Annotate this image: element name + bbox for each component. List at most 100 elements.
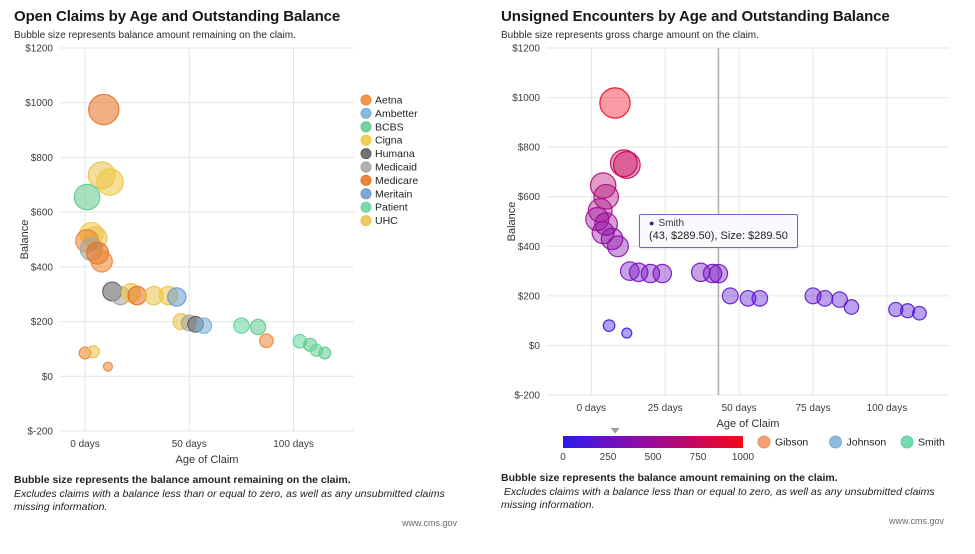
open-claims-footnote: Bubble size represents the balance amoun… (14, 474, 481, 528)
bubble[interactable] (127, 285, 147, 306)
legend-swatch-icon (360, 201, 372, 213)
bubble[interactable] (751, 289, 769, 307)
bubble[interactable] (167, 287, 187, 307)
legend-label: Ambetter (375, 108, 418, 120)
x-tick-label: 100 days (867, 403, 908, 414)
x-tick-label: 50 days (172, 439, 207, 450)
y-tick-label: $0 (42, 372, 54, 383)
bubble[interactable] (912, 305, 927, 321)
legend-label: Gibson (775, 437, 808, 449)
bubble[interactable] (233, 317, 250, 334)
bubble[interactable] (606, 235, 629, 258)
x-axis-title: Age of Claim (176, 454, 239, 466)
y-tick-label: $200 (31, 317, 54, 328)
legend-item-aetna[interactable]: Aetna (360, 94, 403, 107)
legend-swatch-icon (360, 148, 372, 160)
legend-swatch-icon (360, 107, 372, 119)
x-tick-label: 0 days (577, 403, 606, 414)
bubble[interactable] (86, 345, 100, 359)
bubble[interactable] (888, 301, 904, 318)
bubble[interactable] (90, 250, 113, 273)
bubble[interactable] (318, 346, 332, 360)
bubble[interactable] (259, 333, 274, 349)
source-link[interactable]: www.cms.gov (888, 515, 944, 526)
legend-label: Medicare (375, 175, 418, 187)
bubble[interactable] (589, 172, 617, 199)
bubble[interactable] (599, 87, 631, 119)
open-claims-panel: Open Claims by Age and Outstanding Balan… (0, 0, 487, 554)
y-tick-label: $0 (529, 341, 541, 352)
open-claims-chart-canvas[interactable]: $1200 $1000 $800 $600 $400 $200 $0 $-200 0 days 5… (14, 42, 474, 474)
unsigned-encounters-chart: $1200 $1000 $800 $600 $400 $200 $0 $-200 0 days 2… (501, 42, 968, 472)
source-link[interactable]: www.cms.gov (401, 517, 457, 528)
y-tick-label: $600 (31, 208, 54, 219)
bubble[interactable] (831, 291, 848, 308)
unsigned-encounters-panel: Unsigned Encounters by Age and Outstandi… (487, 0, 974, 554)
legend-item-smith[interactable]: Smith (900, 435, 945, 449)
legend-item-ambetter[interactable]: Ambetter (360, 107, 418, 120)
legend-item-patient[interactable]: Patient (360, 201, 408, 214)
bubble[interactable] (739, 289, 757, 307)
legend-item-medicare[interactable]: Medicare (360, 174, 418, 187)
legend-swatch-icon (360, 121, 372, 133)
tooltip-detail: (43, $289.50), Size: $289.50 (649, 230, 788, 242)
y-tick-label: $1200 (512, 44, 540, 55)
colorbar-marker-icon (610, 428, 620, 434)
bubble[interactable] (249, 318, 267, 336)
legend-label: Meritain (375, 188, 413, 200)
series-marker-icon (649, 218, 654, 228)
legend-item-uhc[interactable]: UHC (360, 215, 398, 227)
legend-label: Patient (375, 202, 408, 214)
bubble[interactable] (702, 263, 723, 284)
y-tick-label: $1200 (25, 44, 53, 55)
hover-tooltip: Smith (43, $289.50), Size: $289.50 (639, 214, 798, 248)
x-axis-title: Age of Claim (717, 418, 780, 430)
x-tick-label: 100 days (273, 439, 314, 450)
x-tick-label: 50 days (722, 403, 757, 414)
tooltip-series-name: Smith (658, 218, 684, 229)
legend-item-medicaid[interactable]: Medicaid (360, 161, 417, 174)
legend-label: Humana (375, 148, 415, 160)
legend-item-humana[interactable]: Humana (360, 148, 415, 160)
legend-item-cigna[interactable]: Cigna (360, 134, 403, 147)
colorbar (563, 436, 743, 448)
open-claims-chart: $1200 $1000 $800 $600 $400 $200 $0 $-200 0 days 5… (14, 42, 481, 474)
bubble[interactable] (195, 317, 213, 334)
colorbar-tick-label: 500 (645, 452, 662, 463)
legend-item-gibson[interactable]: Gibson (757, 435, 808, 449)
footnote-italic: Excludes claims with a balance less than… (501, 485, 938, 512)
bubble[interactable] (708, 263, 729, 284)
legend-swatch-icon (360, 134, 372, 146)
legend-item-meritain[interactable]: Meritain (360, 188, 413, 200)
bubble[interactable] (843, 299, 860, 315)
bubble[interactable] (102, 361, 114, 372)
bubble[interactable] (621, 327, 633, 339)
colorbar-tick-label: 250 (600, 452, 617, 463)
bubble[interactable] (652, 263, 673, 284)
bubble[interactable] (593, 183, 620, 210)
bubble[interactable] (721, 287, 739, 305)
colorbar-tick-label: 1000 (732, 452, 755, 463)
bubble[interactable] (600, 227, 624, 251)
bubble[interactable] (88, 93, 120, 126)
bubble[interactable] (900, 303, 916, 319)
bubble[interactable] (96, 168, 124, 196)
bubble[interactable] (602, 319, 616, 332)
unsigned-encounters-chart-canvas[interactable]: $1200 $1000 $800 $600 $400 $200 $0 $-200 0 days 2… (501, 42, 961, 472)
legend-swatch-icon (757, 435, 771, 449)
bubble[interactable] (594, 212, 619, 236)
x-tick-label: 75 days (796, 403, 831, 414)
colorbar-tick-label: 750 (690, 452, 707, 463)
bubble[interactable] (73, 183, 101, 211)
bubble[interactable] (612, 151, 641, 179)
y-tick-label: $-200 (514, 391, 540, 402)
y-tick-label: $200 (518, 291, 541, 302)
unsigned-encounters-title: Unsigned Encounters by Age and Outstandi… (501, 8, 890, 25)
legend-item-johnson[interactable]: Johnson (829, 435, 887, 449)
y-tick-label: $-200 (27, 427, 53, 438)
x-tick-label: 25 days (648, 403, 683, 414)
legend-item-bcbs[interactable]: BCBS (360, 121, 404, 133)
y-tick-label: $400 (518, 242, 541, 253)
bubble[interactable] (816, 289, 834, 307)
footnote-italic: Excludes claims with a balance less than… (14, 487, 448, 514)
